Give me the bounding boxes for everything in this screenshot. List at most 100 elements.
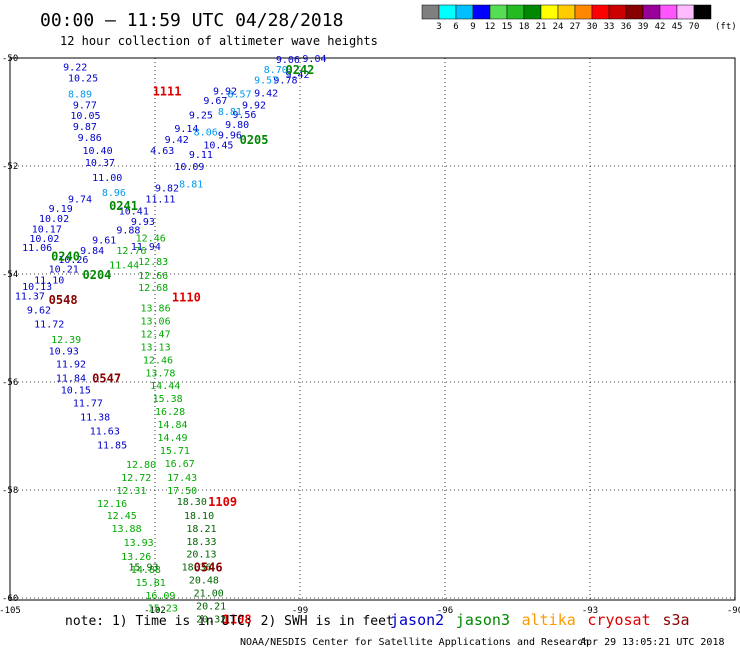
swh-value-jason2: 9.42 [254,89,278,100]
colorbar-label: 27 [570,22,581,32]
swh-value-jason2: 10.17 [32,225,62,236]
swh-value-altika: . [203,563,209,574]
swh-value-jason3: 15.71 [160,446,190,457]
swh-value-jason2: 11.77 [73,399,103,410]
pass-time-label: 0205 [240,133,269,147]
swh-value-jason2: 10.93 [49,347,79,358]
colorbar-swatch [438,4,457,20]
pass-time-label: 1109 [208,495,237,509]
footer-timestamp: Apr 29 13:05:21 UTC 2018 [580,637,725,648]
swh-value-jason2: 9.77 [73,100,97,111]
chart-subtitle: 12 hour collection of altimeter wave hei… [60,34,378,48]
swh-value-jason2: 11.72 [34,320,64,331]
pass-time-label: 1110 [172,291,201,305]
colorbar-swatch [642,4,661,20]
swh-value-jason3: 14.88 [131,565,161,576]
swh-value-jason3: 13.93 [124,538,154,549]
swh-value-jason2: 9.78 [273,76,297,87]
colorbar-swatch [693,4,712,20]
colorbar-label: 21 [536,22,547,32]
swh-value-jason2: 9.92 [213,86,237,97]
swh-value-jason3: 15.23 [148,604,178,615]
pass-time-label: 1111 [153,84,182,98]
swh-value-jason2: 9.22 [63,63,87,74]
swh-value-jason3: 13.13 [141,342,171,353]
swh-value-jason3: 12.45 [107,511,137,522]
swh-value-jason2: 9.82 [155,184,179,195]
colorbar-swatch [540,4,559,20]
colorbar-label: 39 [638,22,649,32]
y-tick-label: -60 [2,594,18,604]
colorbar-swatch [523,4,542,20]
swh-value-jason3: 16.09 [145,591,175,602]
swh-value-jason2-light: 9.57 [254,76,278,87]
pass-time-label: 0547 [92,372,121,386]
colorbar-label: 42 [655,22,666,32]
swh-value-jason3: 12.80 [126,460,156,471]
swh-value-jason3: 15.38 [153,394,183,405]
swh-value-jason2: 10.37 [85,158,115,169]
x-tick-label: -102 [144,606,166,616]
swh-value-jason2: 9.80 [225,120,249,131]
pass-time-label: 1108 [223,613,252,627]
swh-value-jason2: 10.25 [68,73,98,84]
swh-value-jason3: 11.44 [109,260,139,271]
satellite-legend: jason2 jason3 altika cryosat s3a [390,611,690,629]
colorbar-swatch [591,4,610,20]
colorbar-swatch [421,4,440,20]
swh-value-jason3: 12.31 [116,486,146,497]
swh-value-jason3: 16.67 [165,459,195,470]
colorbar-label: 45 [672,22,683,32]
y-tick-label: -54 [2,270,18,280]
pass-time-label: 0204 [83,268,112,282]
pass-time-label: 0546 [194,561,223,575]
swh-value-jason2: 11.06 [22,243,52,254]
swh-value-jason2: 10.45 [203,140,233,151]
swh-value-jason3: 12.39 [51,335,81,346]
colorbar-swatch [455,4,474,20]
swh-value-jason3-dark: 20.21 [196,602,226,613]
swh-value-jason2: 9.93 [131,217,155,228]
swh-value-jason3: 12.72 [121,473,151,484]
swh-value-jason2: 11.37 [15,292,45,303]
x-tick-label: -96 [437,606,453,616]
swh-value-jason3: 16.28 [155,407,185,418]
pass-time-label: 0240 [51,250,80,264]
colorbar-label: 18 [519,22,530,32]
swh-value-jason3: 13.86 [141,303,171,314]
swh-value-jason3: 12.76 [116,246,146,257]
pass-time-label: 0241 [109,199,138,213]
swh-value-jason2: 10.21 [49,265,79,276]
swh-value-jason3: 12.46 [143,355,173,366]
swh-value-jason2-light: 8.89 [68,90,92,101]
colorbar-swatch [625,4,644,20]
swh-value-jason2: 4.63 [150,146,174,157]
swh-value-jason3: 13.06 [141,316,171,327]
swh-value-jason3: 17.43 [167,473,197,484]
colorbar-label: 33 [604,22,615,32]
swh-value-jason3: 13.78 [145,368,175,379]
colorbar-swatch [608,4,627,20]
swh-value-jason2: 9.86 [78,133,102,144]
colorbar-label: 70 [689,22,700,32]
colorbar-unit: (ft) [715,22,737,32]
swh-value-jason2: 9.74 [68,194,92,205]
swh-value-jason3-dark: 20.32 [196,615,226,626]
swh-value-jason3: 12.68 [138,283,168,294]
swh-value-jason2: 9.61 [92,235,116,246]
swh-value-jason2: 11.00 [92,173,122,184]
swh-value-jason2: 9.42 [165,135,189,146]
swh-value-jason2: 9.04 [302,54,326,65]
colorbar-swatch [659,4,678,20]
y-tick-label: -52 [2,162,18,172]
swh-value-jason3-dark: 18.33 [186,537,216,548]
swh-value-jason2-light: 8.70 [264,65,288,76]
swh-value-jason2: 9.19 [49,204,73,215]
swh-value-jason2: 11.85 [97,441,127,452]
swh-value-jason2-light: 8.96 [102,188,126,199]
footer-credit: NOAA/NESDIS Center for Satellite Applica… [240,637,589,648]
x-tick-label: -105 [0,606,21,616]
swh-value-jason3: 12.46 [136,233,166,244]
colorbar-label: 12 [485,22,496,32]
swh-value-jason3: 12.83 [138,257,168,268]
